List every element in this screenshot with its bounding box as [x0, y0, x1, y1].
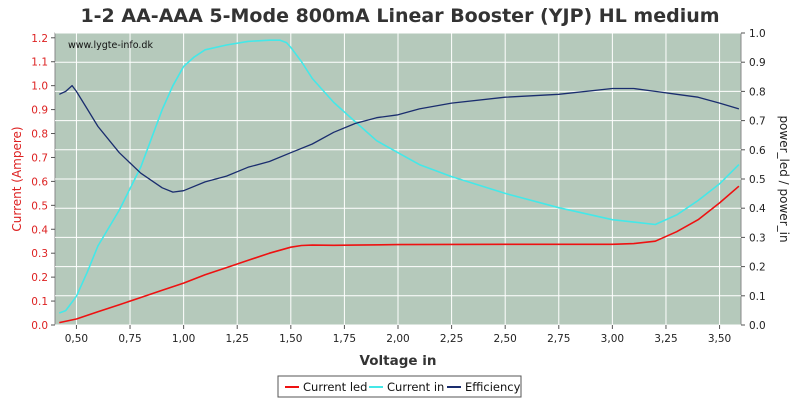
- y-right-tick-label: 0.6: [749, 145, 766, 157]
- y-left-tick-label: 0.7: [31, 152, 48, 164]
- x-tick-label: 0,50: [65, 333, 88, 345]
- y-left-tick-label: 0.2: [31, 272, 48, 284]
- watermark: www.lygte-info.dk: [68, 40, 153, 51]
- y-left-tick-label: 1.2: [31, 33, 48, 45]
- y-axis-left-label: Current (Ampere): [10, 126, 24, 231]
- y-right-tick-label: 0.7: [749, 116, 766, 128]
- series-line-efficiency: [59, 84, 740, 193]
- y-left-tick-label: 0.6: [31, 176, 48, 188]
- x-tick-label: 2,50: [493, 333, 516, 345]
- x-tick-label: 1,25: [226, 333, 249, 345]
- legend-label-efficiency: Efficiency: [465, 380, 521, 394]
- y-left-tick-label: 0.5: [31, 200, 48, 212]
- y-left-tick-label: 1.1: [31, 57, 48, 69]
- y-right-tick-label: 0.0: [749, 320, 766, 332]
- y-axis-right-label: power_led / power_in: [777, 115, 791, 242]
- y-left-tick-label: 0.9: [31, 105, 48, 117]
- chart-title: 1-2 AA-AAA 5-Mode 800mA Linear Booster (…: [80, 5, 719, 27]
- x-tick-label: 1,50: [279, 333, 302, 345]
- y-axis-left: 0.0 0.1 0.2 0.3 0.4 0.5 0.6 0.7 0.8 0.9 1.0 1.1 1.2: [31, 33, 55, 332]
- y-left-tick-label: 0.0: [31, 320, 48, 332]
- y-left-tick-label: 0.3: [31, 248, 48, 260]
- y-left-tick-label: 0.1: [31, 296, 48, 308]
- legend-label-current-in: Current in: [387, 380, 444, 394]
- x-tick-label: 3,25: [654, 333, 677, 345]
- y-right-tick-label: 1.0: [749, 28, 766, 40]
- x-tick-label: 1,00: [172, 333, 195, 345]
- x-tick-label: 0,75: [118, 333, 141, 345]
- x-tick-label: 2,00: [386, 333, 409, 345]
- y-right-tick-label: 0.1: [749, 291, 766, 303]
- y-right-tick-label: 0.8: [749, 86, 766, 98]
- y-right-tick-label: 0.2: [749, 262, 766, 274]
- y-right-tick-label: 0.3: [749, 232, 766, 244]
- y-right-tick-label: 0.4: [749, 203, 766, 215]
- y-axis-right: 0.0 0.1 0.2 0.3 0.4 0.5 0.6 0.7 0.8 0.9 1.0: [741, 28, 766, 332]
- x-tick-label: 2,75: [547, 333, 570, 345]
- series-layer: [59, 39, 740, 324]
- y-left-tick-label: 0.8: [31, 129, 48, 141]
- legend-box: [277, 375, 522, 398]
- x-tick-label: 2,25: [440, 333, 463, 345]
- y-right-tick-label: 0.9: [749, 57, 766, 69]
- legend: Current led Current in Efficiency: [277, 375, 522, 398]
- x-axis-label: Voltage in: [360, 353, 437, 369]
- grid: [55, 32, 741, 326]
- y-left-tick-label: 1.0: [31, 81, 48, 93]
- series-line-current-led: [59, 185, 740, 324]
- x-tick-label: 3,00: [601, 333, 624, 345]
- x-tick-label: 3,50: [708, 333, 731, 345]
- x-axis: 0,50 0,75 1,00 1,25 1,50 1,75 2,00 2,25 2,50 2,75…: [65, 325, 731, 345]
- series-line-current-in: [59, 39, 740, 314]
- x-tick-label: 1,75: [333, 333, 356, 345]
- y-right-tick-label: 0.5: [749, 174, 766, 186]
- legend-label-current-led: Current led: [303, 380, 367, 394]
- y-left-tick-label: 0.4: [31, 224, 48, 236]
